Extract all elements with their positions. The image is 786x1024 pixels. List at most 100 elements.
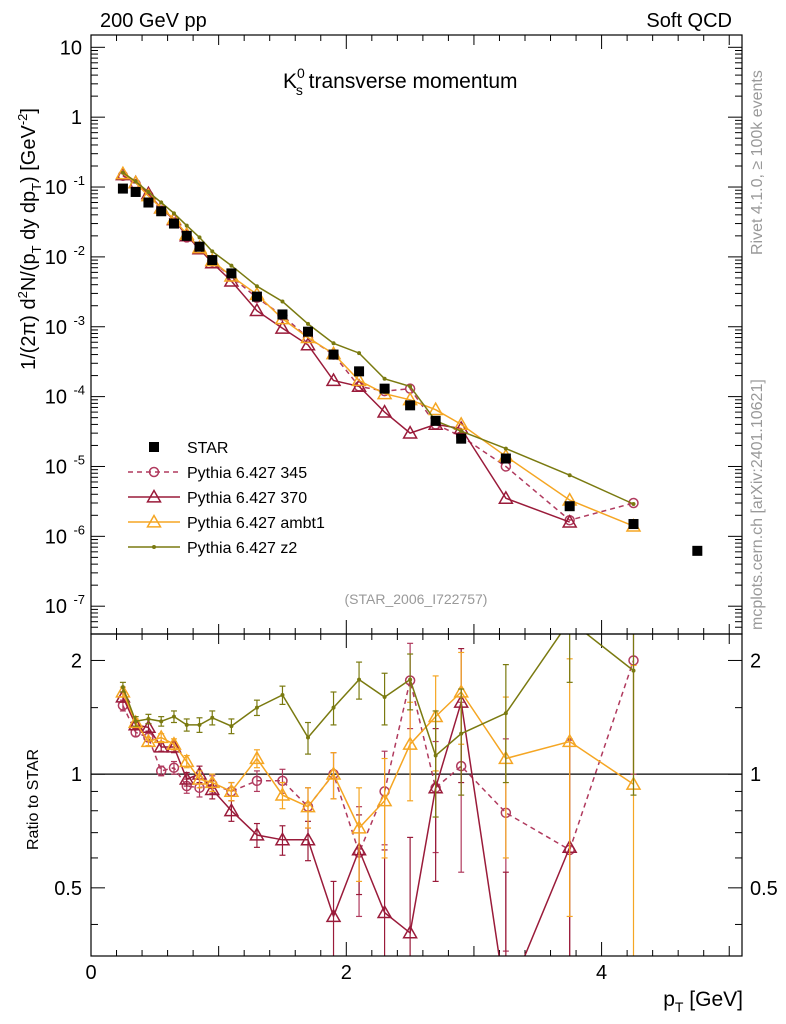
point-z2 [459, 429, 464, 434]
ratio-point-p370 [140, 719, 157, 733]
point-star [628, 519, 639, 530]
ratio-point-z2 [631, 668, 636, 673]
ratio-tick-label-right: 1 [750, 764, 761, 786]
ratio-point-ambt1 [204, 774, 221, 789]
legend-marker-p345 [148, 466, 160, 478]
legend-label-star: STAR [187, 440, 228, 457]
y-tick-label: 10 [45, 247, 67, 269]
ratio-point-p345 [168, 762, 180, 773]
point-z2 [159, 200, 164, 205]
mcplots-label: mcplots.cern.ch [arXiv:2401.10621] [749, 379, 766, 630]
point-star [430, 415, 441, 426]
point-z2 [146, 189, 151, 194]
ratio-point-p370 [153, 738, 169, 753]
ratio-point-ambt1 [127, 714, 144, 729]
ratio-point-p370 [376, 904, 393, 919]
point-star [277, 309, 288, 320]
legend-marker-p370 [146, 488, 162, 503]
ratio-point-p345 [251, 775, 263, 787]
point-z2 [306, 321, 310, 326]
analysis-tag: (STAR_2006_I722757) [345, 591, 488, 607]
ratio-point-z2 [229, 724, 234, 729]
legend-label-p370: Pythia 6.427 370 [187, 490, 307, 507]
ratio-line-p370 [122, 696, 571, 956]
ratio-point-z2 [159, 719, 164, 724]
point-p370 [402, 425, 418, 439]
ratio-point-z2 [357, 677, 362, 682]
point-z2 [408, 384, 413, 389]
y-tick-label: 10 [45, 317, 67, 339]
x-tick-label: 2 [341, 962, 352, 984]
x-tick-label: 4 [596, 962, 607, 984]
point-star [156, 206, 167, 217]
point-star [194, 241, 205, 252]
y-tick-label: 10 [45, 177, 67, 199]
y-tick-exponent: -2 [73, 243, 85, 258]
point-star [692, 545, 703, 556]
point-z2 [254, 284, 259, 289]
ratio-line-p345 [122, 660, 635, 855]
point-ambt1 [427, 401, 444, 416]
point-star [328, 349, 339, 360]
ratio-tick-label: 0.5 [54, 878, 82, 900]
y-tick-exponent: -5 [73, 452, 85, 467]
point-z2 [567, 473, 572, 478]
point-z2 [631, 502, 636, 507]
main-panel-data [115, 165, 703, 556]
y-tick-label: 10 [45, 456, 67, 478]
ratio-point-z2 [306, 735, 310, 740]
ratio-point-ambt1 [178, 753, 195, 768]
point-p370 [274, 320, 291, 334]
point-z2 [171, 211, 176, 216]
ratio-point-ambt1 [402, 736, 418, 750]
chart-title: K0 s transverse momentum [283, 65, 518, 98]
point-p370 [453, 420, 469, 435]
ratio-point-ambt1 [249, 750, 265, 765]
legend-label-z2: Pythia 6.427 z2 [187, 540, 297, 557]
point-star [564, 501, 575, 512]
ratio-point-ambt1 [223, 783, 240, 798]
ratio-point-z2 [459, 731, 464, 736]
ratio-point-z2 [133, 719, 138, 724]
ratio-point-z2 [210, 715, 215, 720]
point-star [168, 218, 179, 229]
y-tick-label: 10 [45, 387, 67, 409]
ratio-tick-label: 1 [71, 764, 82, 786]
point-ambt1 [115, 165, 131, 180]
y-tick-exponent: -3 [73, 313, 85, 328]
y-tick-exponent: -4 [73, 383, 85, 398]
ratio-point-z2 [254, 705, 259, 710]
point-star [354, 366, 365, 377]
point-star [500, 453, 511, 464]
xlabel: pT [GeV] [663, 988, 743, 1015]
point-z2 [210, 249, 215, 254]
legend-label-ambt1: Pythia 6.427 ambt1 [187, 515, 325, 532]
ratio-point-p370 [402, 924, 418, 939]
point-p370 [498, 490, 514, 504]
ratio-point-p370 [499, 995, 512, 1006]
main-ylabel: 1/(2π) d2N/(pT dy dpT) [GeV-2] [15, 108, 44, 370]
ratio-line-z2 [122, 634, 634, 757]
point-z2 [503, 446, 508, 451]
point-z2 [120, 170, 125, 175]
ratio-point-ambt1 [274, 787, 291, 801]
y-tick-exponent: -6 [73, 522, 85, 537]
point-p370 [561, 514, 578, 528]
ratio-point-p345 [155, 765, 167, 777]
point-z2 [197, 235, 202, 240]
ratio-point-ambt1 [561, 733, 578, 748]
ratio-point-z2 [280, 693, 285, 698]
ratio-point-z2 [433, 753, 438, 758]
legend-marker-ambt1 [146, 513, 162, 528]
y-tick-label: 1 [71, 107, 82, 129]
header-left: 200 GeV pp [100, 10, 207, 32]
ratio-point-z2 [197, 722, 202, 727]
point-z2 [133, 179, 138, 184]
point-star [226, 268, 237, 279]
legend-label-p345: Pythia 6.427 345 [187, 465, 307, 482]
point-star [207, 255, 218, 266]
ratio-point-p370 [300, 831, 316, 846]
point-star [251, 291, 262, 302]
point-p370 [376, 404, 393, 418]
ratio-point-z2 [503, 711, 508, 716]
